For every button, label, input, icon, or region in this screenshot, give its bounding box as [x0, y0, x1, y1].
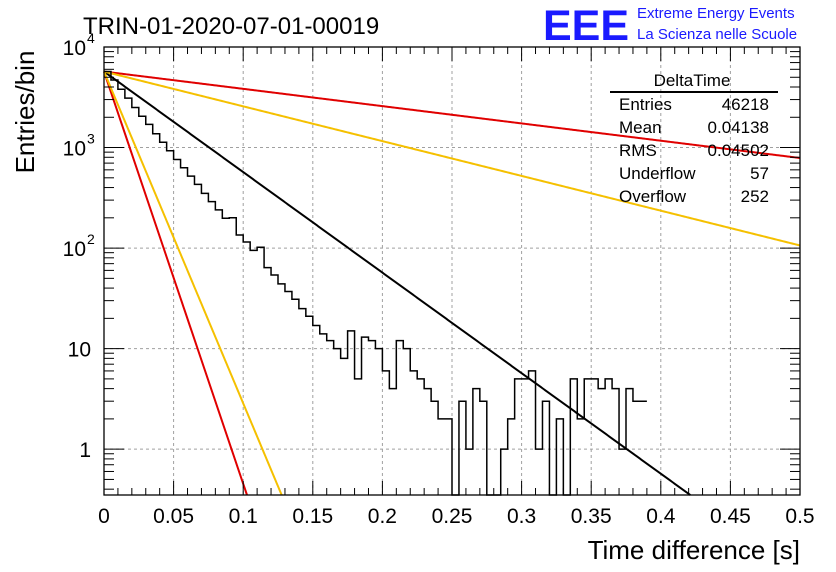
x-tick-label: 0.2 — [368, 505, 397, 528]
stats-row-value: 0.04502 — [708, 141, 769, 160]
y-tick-exponent: 3 — [87, 131, 95, 147]
stats-row-value: 0.04138 — [708, 118, 769, 137]
fit-curves — [103, 70, 801, 496]
y-tick-exponent: 2 — [87, 231, 95, 247]
stats-row-label: Overflow — [619, 187, 687, 206]
y-tick-label: 10 — [63, 138, 86, 161]
y-tick-exponent: 4 — [87, 30, 95, 46]
stats-row-label: Underflow — [619, 164, 696, 183]
stats-row-label: Entries — [619, 95, 672, 114]
logo-line-2: La Scienza nelle Scuole — [637, 26, 797, 43]
eee-logo: EEE — [543, 2, 629, 50]
y-tick-label: 1 — [79, 439, 91, 462]
stats-rows: Entries 46218 Mean 0.04138 RMS 0.04502 Underfl… — [619, 95, 769, 206]
x-tick-label: 0.35 — [571, 505, 612, 528]
tick-labels: 0 0.05 0.1 0.15 0.2 0.25 0.3 0.35 0.4 0.45 0.5 1 10 1… — [63, 30, 815, 528]
histogram-line — [104, 70, 647, 496]
fit-curve-1 — [103, 70, 691, 496]
x-tick-label: 0.25 — [432, 505, 473, 528]
stats-box-title: DeltaTime — [654, 71, 731, 90]
y-tick-label: 10 — [63, 37, 86, 60]
stats-row-label: RMS — [619, 141, 657, 160]
x-tick-label: 0 — [98, 505, 110, 528]
x-axis-label: Time difference [s] — [588, 535, 800, 565]
x-tick-label: 0.5 — [785, 505, 814, 528]
stats-row-value: 57 — [750, 164, 769, 183]
y-tick-label: 10 — [68, 339, 91, 362]
fit-curve-4 — [103, 71, 248, 496]
chart-title: TRIN-01-2020-07-01-00019 — [83, 13, 379, 40]
stats-box: DeltaTime Entries 46218 Mean 0.04138 RMS 0.04… — [610, 71, 778, 206]
x-tick-label: 0.15 — [292, 505, 333, 528]
x-tick-label: 0.05 — [153, 505, 194, 528]
stats-row-value: 252 — [741, 187, 769, 206]
y-axis-label: Entries/bin — [10, 51, 40, 174]
fit-curve-3 — [103, 70, 801, 247]
logo-line-1: Extreme Energy Events — [637, 5, 795, 22]
fit-curve-5 — [103, 71, 283, 496]
histogram — [104, 70, 647, 496]
x-tick-label: 0.45 — [710, 505, 751, 528]
stats-row-label: Mean — [619, 118, 662, 137]
fit-curve-2 — [103, 70, 801, 160]
y-tick-label: 10 — [63, 238, 86, 261]
x-tick-label: 0.1 — [229, 505, 258, 528]
x-tick-label: 0.3 — [507, 505, 536, 528]
stats-row-value: 46218 — [722, 95, 769, 114]
x-tick-label: 0.4 — [646, 505, 676, 528]
axis-ticks — [103, 46, 801, 495]
